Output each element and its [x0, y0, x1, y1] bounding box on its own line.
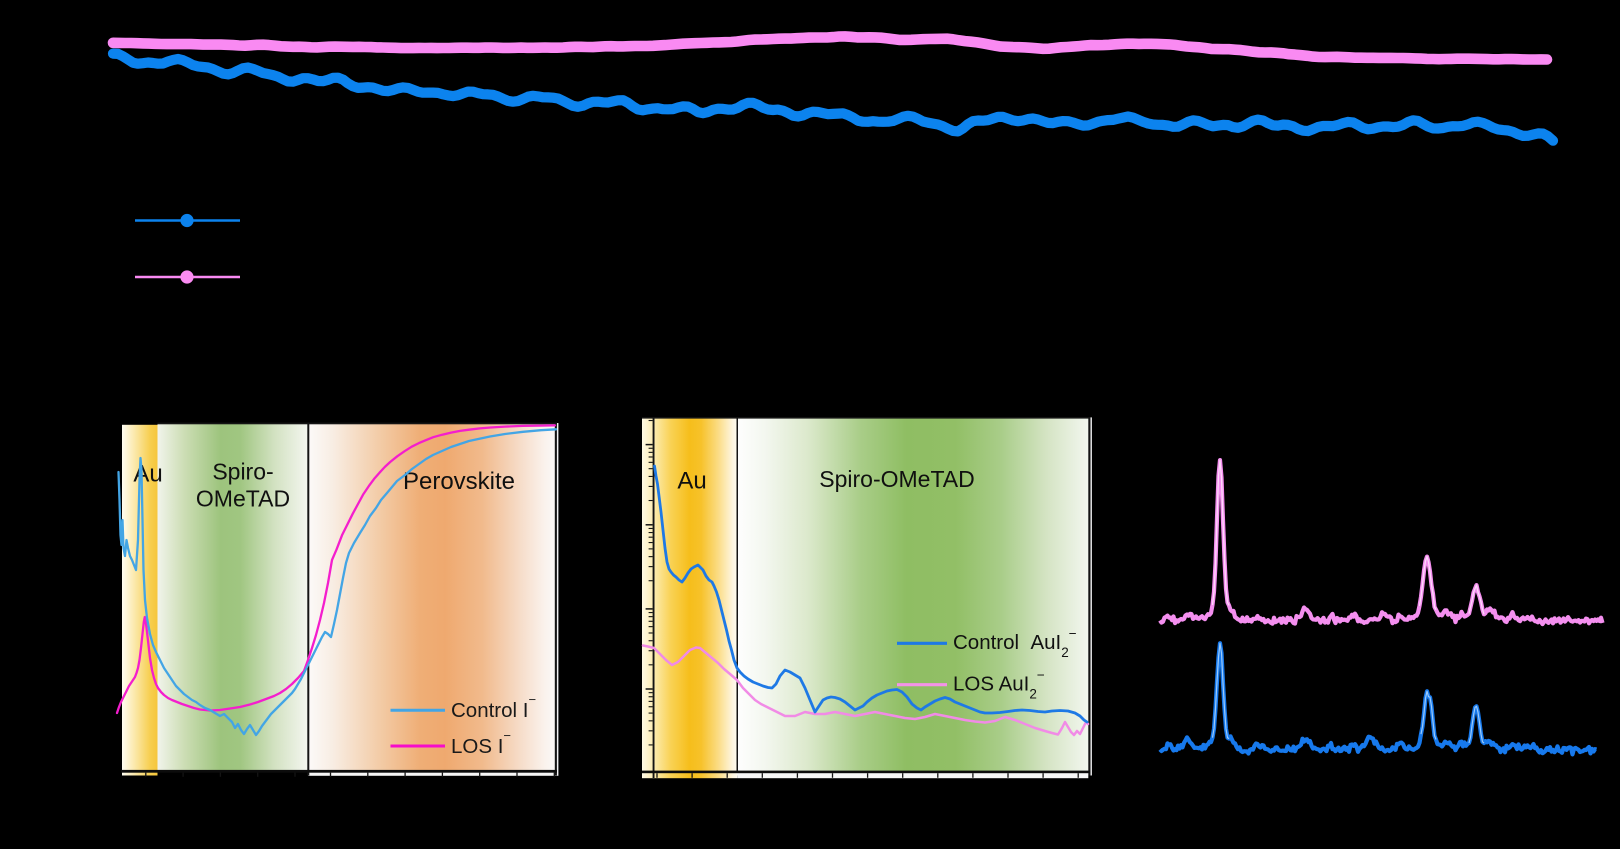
svg-text:OMeTAD: OMeTAD [196, 486, 290, 512]
svg-text:Au: Au [677, 467, 706, 494]
svg-text:Au: Au [133, 461, 162, 488]
svg-text:Spiro-OMeTAD: Spiro-OMeTAD [819, 466, 975, 492]
svg-text:Spiro-: Spiro- [212, 459, 273, 485]
svg-text:Perovskite: Perovskite [403, 468, 515, 495]
